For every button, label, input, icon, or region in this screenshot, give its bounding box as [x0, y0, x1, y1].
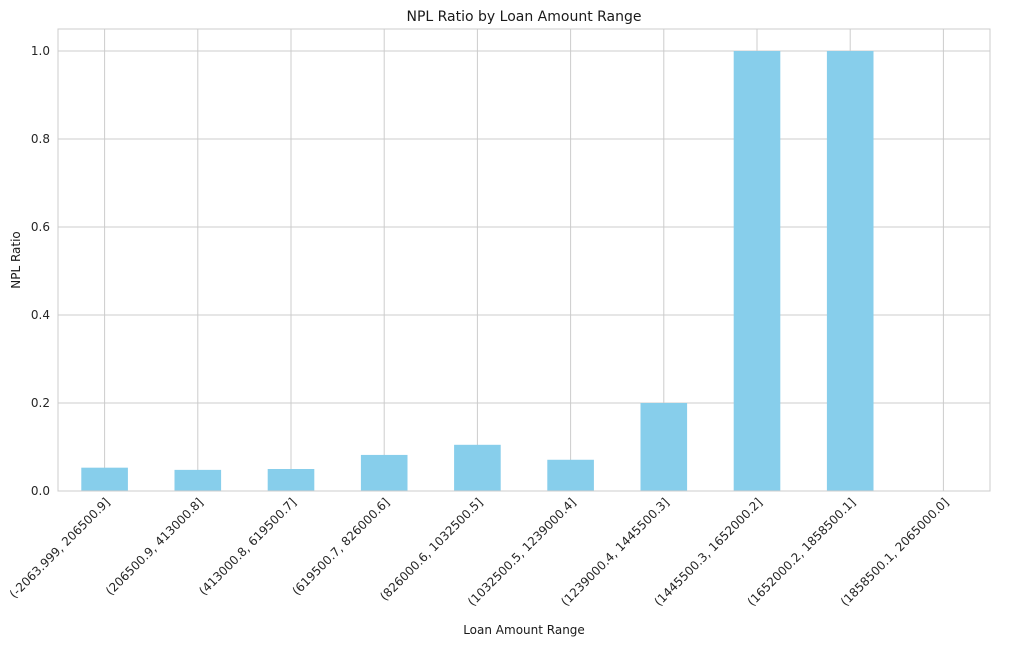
bars — [81, 51, 874, 491]
x-tick-label: (413000.8, 619500.7] — [196, 495, 299, 598]
bar — [267, 469, 315, 491]
x-tick-labels: (-2063.999, 206500.9](206500.9, 413000.8… — [7, 495, 952, 609]
bar — [733, 51, 781, 491]
y-axis-label: NPL Ratio — [9, 231, 23, 289]
y-tick-label: 1.0 — [31, 44, 50, 58]
x-tick-label: (619500.7, 826000.6] — [289, 495, 392, 598]
bar — [640, 403, 688, 491]
bar — [547, 459, 594, 491]
bar — [454, 444, 501, 491]
x-tick-label: (1858500.1, 2065000.0] — [838, 495, 952, 609]
bar — [360, 454, 408, 491]
bar — [174, 469, 222, 491]
x-tick-label: (-2063.999, 206500.9] — [7, 495, 113, 601]
y-tick-label: 0.0 — [31, 484, 50, 498]
x-tick-label: (1239000.4, 1445500.3] — [558, 495, 672, 609]
x-tick-label: (1445500.3, 1652000.2] — [651, 495, 765, 609]
y-tick-label: 0.4 — [31, 308, 50, 322]
bar — [826, 51, 874, 491]
y-tick-labels: 0.0 0.2 0.4 0.6 0.8 1.0 — [31, 44, 50, 498]
x-tick-label: (1652000.2, 1858500.1] — [745, 495, 859, 609]
x-tick-label: (206500.9, 413000.8] — [103, 495, 206, 598]
y-tick-label: 0.8 — [31, 132, 50, 146]
x-tick-label: (826000.6, 1032500.5] — [377, 495, 485, 603]
y-tick-label: 0.2 — [31, 396, 50, 410]
x-axis-label: Loan Amount Range — [463, 623, 585, 637]
plot-frame — [57, 28, 991, 492]
bar — [81, 467, 128, 491]
y-tick-label: 0.6 — [31, 220, 50, 234]
chart-title: NPL Ratio by Loan Amount Range — [406, 9, 641, 25]
x-tick-label: (1032500.5, 1239000.4] — [465, 495, 579, 609]
